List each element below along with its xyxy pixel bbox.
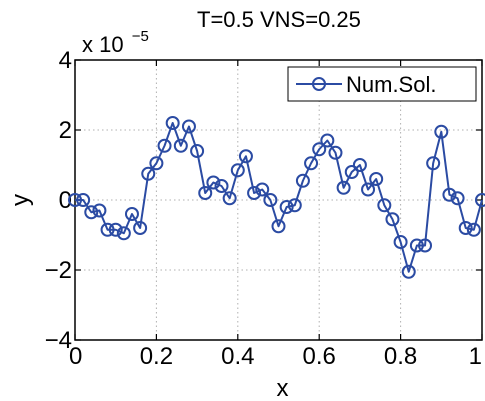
data-point: [458, 221, 473, 235]
x-tick-label: 0.6: [303, 343, 336, 370]
legend: Num.Sol.: [287, 66, 477, 102]
data-point: [116, 226, 131, 241]
data-point: [141, 166, 156, 181]
data-point: [466, 222, 481, 237]
data-point: [320, 133, 335, 148]
data-point: [426, 156, 441, 171]
y-tick-label: 4: [59, 47, 72, 74]
data-point: [442, 187, 457, 202]
data-point: [450, 191, 465, 206]
data-point: [133, 221, 148, 235]
legend-label: Num.Sol.: [346, 72, 436, 97]
x-tick-label: 1: [469, 343, 482, 370]
y-axis-multiplier-base: x 10: [82, 32, 124, 57]
data-point: [181, 119, 196, 134]
data-point: [393, 235, 408, 249]
y-tick-label: 2: [59, 117, 72, 144]
data-point: [92, 203, 107, 218]
data-point: [149, 156, 164, 171]
data-point: [255, 182, 270, 197]
data-point: [271, 219, 286, 234]
x-tick-label: 0.4: [221, 343, 254, 370]
data-point: [238, 149, 253, 164]
data-point: [344, 165, 359, 179]
data-point: [352, 158, 367, 172]
data-point: [409, 238, 424, 253]
data-point: [247, 186, 262, 200]
data-point: [418, 238, 433, 253]
x-tick-label: 0: [69, 343, 82, 370]
data-point: [222, 191, 237, 206]
data-point: [157, 138, 172, 153]
data-point: [385, 212, 400, 227]
data-point: [173, 138, 188, 153]
data-point: [108, 222, 123, 237]
data-point: [76, 193, 91, 207]
data-point: [198, 186, 213, 200]
legend-marker: [312, 77, 326, 91]
x-axis-label: x: [277, 375, 289, 401]
data-point: [336, 180, 351, 195]
data-point: [263, 193, 278, 207]
x-tick-label: 0.8: [384, 343, 417, 370]
data-point: [312, 142, 327, 157]
series-line: [75, 122, 483, 273]
data-point: [434, 124, 449, 139]
data-point: [68, 193, 82, 207]
data-point: [214, 179, 229, 193]
data-point: [369, 172, 384, 186]
data-point: [287, 198, 302, 213]
data-point: [304, 156, 319, 171]
grid: [75, 60, 482, 340]
data-point: [377, 198, 392, 213]
y-axis-multiplier: x 10 −5: [82, 28, 149, 57]
data-point: [295, 173, 310, 188]
data-point: [124, 207, 139, 221]
data-point: [100, 222, 115, 237]
data-point: [230, 163, 245, 178]
y-tick-label: −4: [45, 327, 72, 354]
data-point: [206, 175, 221, 190]
y-tick-label: −2: [45, 257, 72, 284]
data-point: [190, 144, 205, 158]
chart-title: T=0.5 VNS=0.25: [197, 7, 361, 32]
data-point: [361, 182, 376, 197]
data-point: [328, 145, 343, 160]
y-axis-multiplier-exponent: −5: [132, 28, 149, 45]
axis-ticks: 0 0.2 0.4 0.6 0.8 1 −4 −2 0 2 4: [45, 47, 483, 370]
y-tick-label: 0: [59, 187, 72, 214]
data-point: [84, 205, 99, 220]
data-point: [165, 116, 180, 130]
data-point: [475, 193, 485, 207]
series-layer: [68, 116, 485, 279]
data-point: [279, 200, 294, 214]
y-axis-label: y: [7, 194, 34, 206]
data-point: [401, 264, 416, 279]
x-tick-label: 0.2: [140, 343, 173, 370]
